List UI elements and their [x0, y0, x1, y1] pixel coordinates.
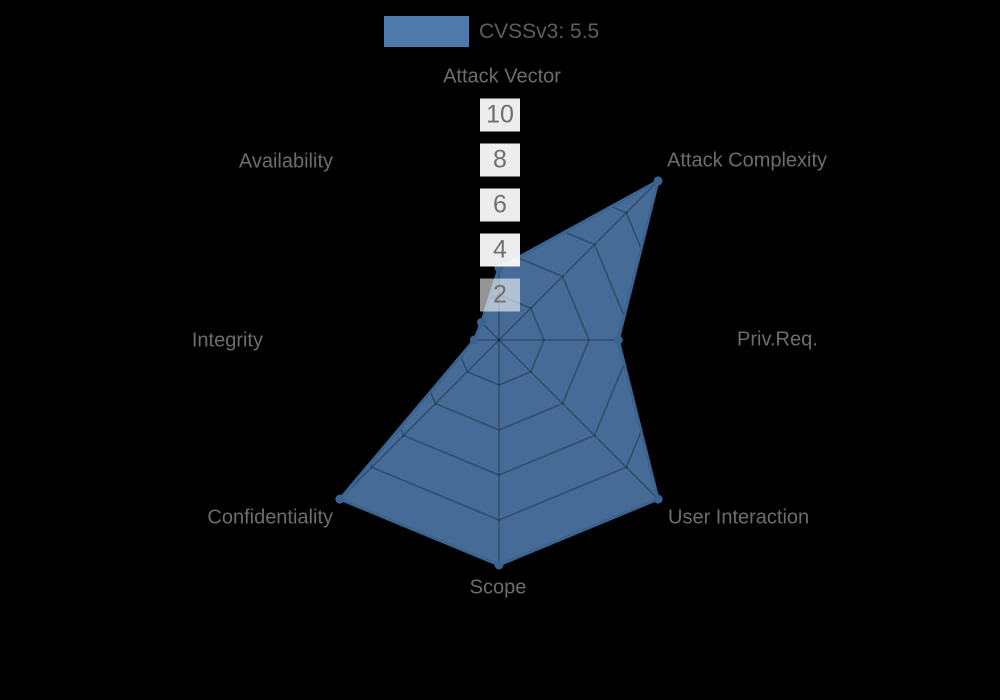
grid-ring [453, 294, 545, 386]
axis-label-priv-req: Priv.Req. [737, 328, 818, 351]
grid-spoke [339, 180, 500, 341]
legend: CVSSv3: 5.5 [384, 16, 599, 47]
legend-swatch [384, 16, 469, 47]
legend-label: CVSSv3: 5.5 [479, 19, 600, 43]
axis-label-integrity: Integrity [191, 329, 263, 352]
grid-ring [318, 159, 680, 521]
radar-point-marker [469, 335, 479, 345]
tick-label-4: 4 [480, 233, 520, 267]
grid-spoke [498, 180, 659, 341]
axis-label-attack-complexity: Attack Complexity [667, 149, 828, 172]
grid-ring [363, 204, 635, 476]
axis-label-confidentiality: Confidentiality [207, 506, 333, 529]
axis-label-scope: Scope [469, 576, 527, 599]
radar-series-fill [339, 180, 659, 565]
tick-label-2: 2 [480, 278, 520, 312]
radar-point-marker [494, 560, 504, 570]
radar-point-marker [477, 318, 486, 327]
axis-label-user-interaction: User Interaction [668, 506, 810, 529]
axis-label-attack-vector: Attack Vector [443, 65, 561, 88]
axis-label-availability: Availability [238, 150, 333, 173]
radar-point-marker [335, 494, 345, 504]
tick-label-6: 6 [480, 188, 520, 222]
tick-label-8: 8 [480, 143, 520, 177]
tick-label-10: 10 [480, 98, 520, 132]
radar-point-marker [613, 335, 623, 345]
grid-spoke [498, 339, 659, 500]
radar-point-marker [653, 176, 663, 186]
radar-point-marker [653, 494, 663, 504]
grid-ring [408, 249, 590, 431]
grid-spoke [339, 339, 500, 500]
